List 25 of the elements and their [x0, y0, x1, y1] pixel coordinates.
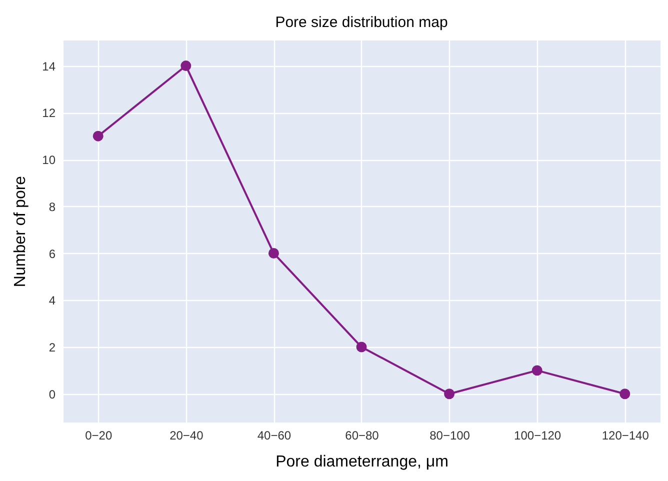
y-tick-label: 2	[48, 340, 56, 355]
point	[356, 342, 367, 352]
x-tick-label: 20−40	[170, 428, 204, 442]
y-tick-label: 12	[42, 106, 56, 120]
y-tick-label: 8	[48, 200, 56, 214]
point	[444, 388, 455, 400]
point	[620, 388, 630, 400]
x-axis-title: Pore diameterrange, μm	[276, 454, 448, 470]
y-tick-label: 14	[42, 59, 56, 74]
y-tick-label: 6	[48, 246, 56, 261]
x-tick-label: 0−20	[85, 428, 112, 442]
point	[92, 130, 104, 142]
point	[532, 365, 542, 376]
x-tick-label: 120−140	[602, 428, 650, 442]
chart-title: Pore size distribution map	[275, 14, 448, 31]
x-tick-label: 80−100	[430, 428, 470, 442]
x-tick-label: 60−80	[345, 428, 380, 442]
y-tick-label: 4	[48, 294, 56, 308]
y-axis-title: Number of pore	[12, 176, 30, 288]
point	[268, 248, 279, 258]
y-tick-label: 0	[48, 387, 56, 402]
y-tick-label: 10	[42, 153, 56, 168]
x-tick-label: 40−60	[257, 428, 292, 442]
point	[180, 60, 192, 72]
x-tick-label: 100−120	[514, 428, 562, 442]
